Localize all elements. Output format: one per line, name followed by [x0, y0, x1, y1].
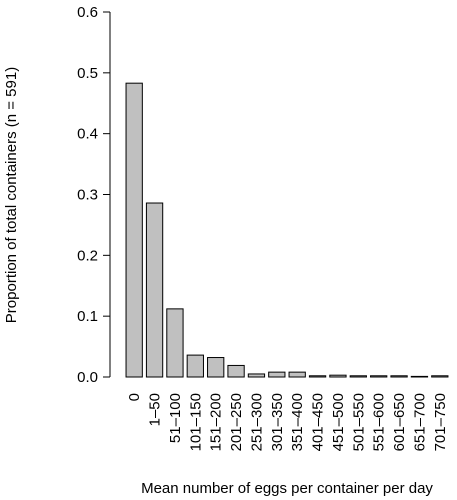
bar: [166, 308, 184, 378]
y-tick-label: 0.0: [77, 369, 98, 386]
x-tick-label: 51–100: [167, 393, 184, 443]
x-tick-label: 301–350: [269, 393, 286, 451]
bar: [207, 357, 225, 378]
bar: [288, 371, 306, 378]
bar: [349, 375, 367, 378]
x-tick-label: 451–500: [330, 393, 347, 451]
bar: [329, 374, 347, 378]
bar: [247, 373, 266, 378]
bar: [268, 371, 286, 378]
y-tick-label: 0.1: [77, 308, 98, 325]
bar: [186, 354, 204, 378]
x-tick-label: 401–450: [310, 393, 327, 451]
x-tick-label: 651–700: [411, 393, 428, 451]
x-axis-title: Mean number of eggs per container per da…: [141, 480, 433, 497]
x-tick-label: 1–50: [147, 393, 164, 426]
x-tick-label: 501–550: [350, 393, 367, 451]
y-tick-label: 0.6: [77, 4, 98, 21]
y-tick-label: 0.5: [77, 65, 98, 82]
bar: [410, 375, 429, 378]
x-tick-label: 201–250: [228, 393, 245, 451]
x-tick-label: 701–750: [432, 393, 449, 451]
bar: [227, 364, 245, 378]
bar: [370, 375, 388, 378]
x-tick-label: 0: [126, 393, 143, 401]
bar: [145, 202, 164, 378]
x-tick-label: 251–300: [248, 393, 265, 451]
x-tick-label: 601–650: [391, 393, 408, 451]
x-tick-label: 351–400: [289, 393, 306, 451]
y-tick-label: 0.2: [77, 247, 98, 264]
x-tick-label: 101–150: [187, 393, 204, 451]
y-tick-label: 0.4: [77, 126, 98, 143]
x-tick-label: 151–200: [208, 393, 225, 451]
bar: [125, 82, 143, 378]
y-tick-label: 0.3: [77, 187, 98, 204]
bar: [390, 375, 408, 378]
bar: [308, 375, 327, 378]
bar: [431, 375, 449, 378]
x-tick-label: 551–600: [371, 393, 388, 451]
y-axis-title: Proportion of total containers (n = 591): [3, 67, 20, 323]
